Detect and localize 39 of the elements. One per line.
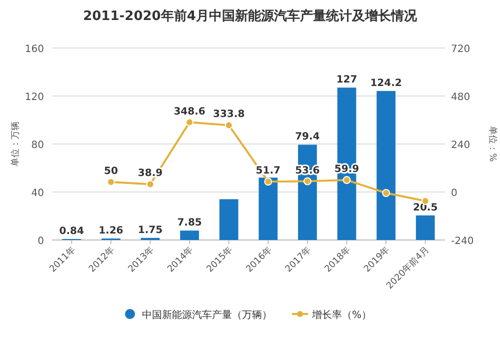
bar bbox=[219, 199, 238, 240]
bar bbox=[337, 88, 356, 240]
data-label: 127 bbox=[336, 74, 358, 86]
bar bbox=[258, 178, 278, 240]
bar bbox=[180, 230, 199, 240]
y-tick-label: 80 bbox=[31, 140, 44, 151]
legend-label: 增长率（%） bbox=[311, 309, 372, 321]
y2-tick-label: 0 bbox=[451, 188, 458, 199]
data-label: 7.85 bbox=[177, 218, 202, 229]
data-label: 333.8 bbox=[213, 109, 245, 120]
point bbox=[342, 176, 351, 184]
point bbox=[146, 180, 154, 188]
data-label: 79.4 bbox=[295, 132, 320, 143]
point bbox=[186, 118, 194, 126]
data-label: 1.75 bbox=[138, 224, 163, 236]
bar bbox=[416, 215, 435, 240]
data-label: 348.6 bbox=[174, 106, 206, 118]
y2-tick-label: 480 bbox=[451, 92, 470, 103]
point bbox=[264, 178, 272, 186]
y2-axis-title: 单位：% bbox=[487, 126, 498, 162]
data-label: 0.84 bbox=[59, 226, 84, 237]
y-tick-label: 120 bbox=[24, 92, 44, 103]
y2-tick-label: -240 bbox=[451, 236, 474, 247]
point bbox=[303, 177, 312, 186]
chart-title: 2011-2020年前4月中国新能源汽车产量统计及增长情况 bbox=[83, 8, 418, 24]
data-label: 124.2 bbox=[370, 78, 402, 89]
y2-tick-label: 240 bbox=[451, 140, 470, 151]
y-tick-label: 160 bbox=[24, 44, 44, 55]
y-axis-title: 单位：万辆 bbox=[10, 122, 21, 166]
bar bbox=[376, 90, 396, 240]
point bbox=[224, 121, 233, 130]
y2-tick-label: 720 bbox=[451, 44, 470, 55]
data-label: 1.26 bbox=[98, 225, 124, 236]
data-label: 50 bbox=[104, 166, 118, 177]
y-tick-label: 40 bbox=[31, 188, 44, 199]
point bbox=[382, 189, 390, 197]
y-tick-label: 0 bbox=[38, 236, 44, 247]
data-label: 20.5 bbox=[413, 202, 438, 214]
legend-label: 中国新能源汽车产量（万辆） bbox=[142, 309, 272, 321]
